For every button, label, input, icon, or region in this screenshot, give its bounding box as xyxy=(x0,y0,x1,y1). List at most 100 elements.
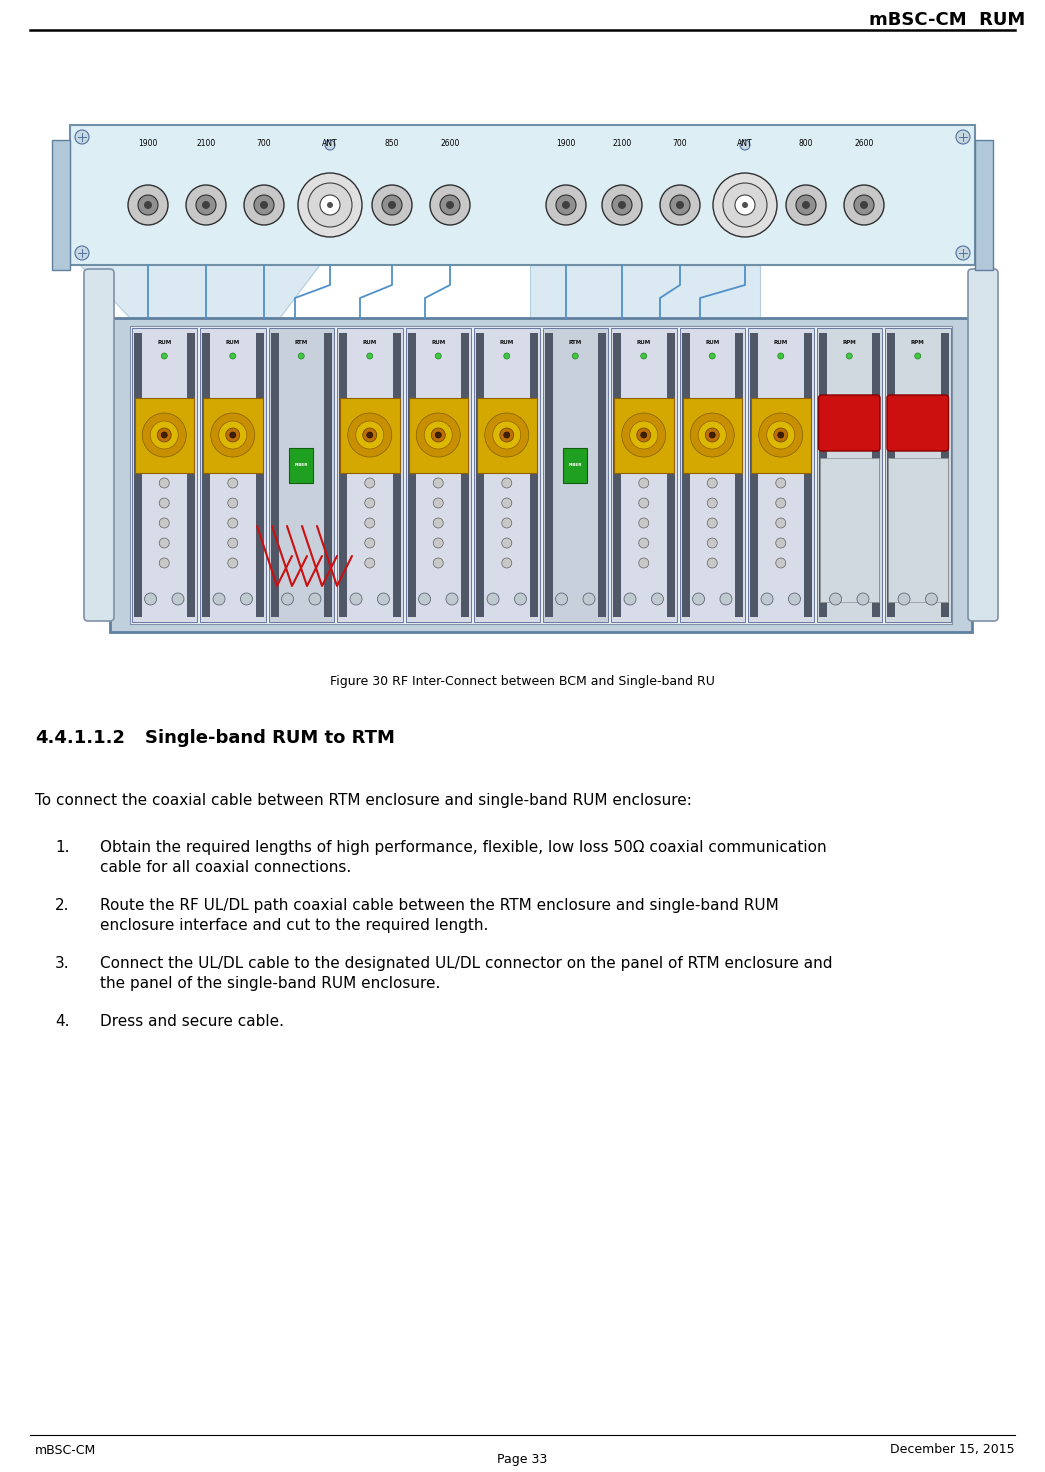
Circle shape xyxy=(710,431,715,439)
Circle shape xyxy=(159,537,169,548)
Text: RUM: RUM xyxy=(226,340,240,346)
Circle shape xyxy=(556,194,576,215)
Circle shape xyxy=(846,353,853,359)
Text: 4.4.1.1.2: 4.4.1.1.2 xyxy=(34,729,125,746)
Text: 1.: 1. xyxy=(55,841,70,855)
FancyBboxPatch shape xyxy=(613,333,621,617)
Circle shape xyxy=(348,414,392,456)
Text: 700: 700 xyxy=(673,138,688,147)
Text: RUM: RUM xyxy=(432,340,445,346)
Text: 850: 850 xyxy=(385,138,399,147)
Text: RUM: RUM xyxy=(500,340,514,346)
Circle shape xyxy=(218,421,247,449)
FancyBboxPatch shape xyxy=(735,333,743,617)
Circle shape xyxy=(228,518,238,528)
Text: 2.: 2. xyxy=(55,898,70,913)
Circle shape xyxy=(327,202,333,208)
Circle shape xyxy=(363,428,377,442)
FancyBboxPatch shape xyxy=(682,397,742,473)
Circle shape xyxy=(377,593,390,605)
Text: ANT: ANT xyxy=(322,138,338,147)
Circle shape xyxy=(436,353,441,359)
Circle shape xyxy=(228,478,238,489)
Circle shape xyxy=(775,498,786,508)
Circle shape xyxy=(350,593,362,605)
Circle shape xyxy=(761,593,773,605)
FancyBboxPatch shape xyxy=(135,397,194,473)
FancyBboxPatch shape xyxy=(130,325,952,624)
Text: 3.: 3. xyxy=(55,955,70,972)
Text: RUM: RUM xyxy=(636,340,651,346)
FancyBboxPatch shape xyxy=(187,333,195,617)
Circle shape xyxy=(228,537,238,548)
Circle shape xyxy=(424,421,452,449)
FancyBboxPatch shape xyxy=(255,333,263,617)
Circle shape xyxy=(150,421,179,449)
FancyBboxPatch shape xyxy=(203,397,262,473)
Circle shape xyxy=(230,431,236,439)
Circle shape xyxy=(502,478,512,489)
Circle shape xyxy=(676,202,684,209)
FancyBboxPatch shape xyxy=(336,328,402,623)
Circle shape xyxy=(638,478,649,489)
Text: RTM: RTM xyxy=(568,340,582,346)
Circle shape xyxy=(502,558,512,568)
Circle shape xyxy=(775,558,786,568)
Text: RUM: RUM xyxy=(363,340,377,346)
Circle shape xyxy=(202,202,210,209)
Text: RUM: RUM xyxy=(157,340,171,346)
FancyBboxPatch shape xyxy=(409,397,468,473)
Circle shape xyxy=(429,185,470,225)
FancyBboxPatch shape xyxy=(200,328,265,623)
Circle shape xyxy=(161,431,167,439)
Text: RUM: RUM xyxy=(773,340,788,346)
Circle shape xyxy=(159,498,169,508)
Circle shape xyxy=(196,194,216,215)
Text: 1900: 1900 xyxy=(138,138,158,147)
Circle shape xyxy=(641,431,647,439)
Circle shape xyxy=(434,537,443,548)
FancyBboxPatch shape xyxy=(940,333,949,617)
Circle shape xyxy=(857,593,869,605)
Text: cable for all coaxial connections.: cable for all coaxial connections. xyxy=(100,860,351,874)
FancyBboxPatch shape xyxy=(530,333,537,617)
Text: mBSC-CM  RUM: mBSC-CM RUM xyxy=(868,10,1025,29)
Text: Connect the UL/DL cable to the designated UL/DL connector on the panel of RTM en: Connect the UL/DL cable to the designate… xyxy=(100,955,833,972)
Circle shape xyxy=(767,421,795,449)
Circle shape xyxy=(504,353,510,359)
Circle shape xyxy=(144,593,157,605)
Text: Route the RF UL/DL path coaxial cable between the RTM enclosure and single-band : Route the RF UL/DL path coaxial cable be… xyxy=(100,898,779,913)
Text: 2600: 2600 xyxy=(855,138,874,147)
Circle shape xyxy=(504,431,510,439)
Circle shape xyxy=(914,353,921,359)
Text: 2100: 2100 xyxy=(196,138,215,147)
FancyBboxPatch shape xyxy=(269,328,334,623)
Circle shape xyxy=(159,558,169,568)
FancyBboxPatch shape xyxy=(340,397,399,473)
FancyBboxPatch shape xyxy=(888,458,948,602)
Circle shape xyxy=(707,478,717,489)
Circle shape xyxy=(320,194,340,215)
Circle shape xyxy=(710,353,715,359)
FancyBboxPatch shape xyxy=(474,328,539,623)
Circle shape xyxy=(142,414,186,456)
Circle shape xyxy=(638,537,649,548)
Circle shape xyxy=(898,593,910,605)
FancyBboxPatch shape xyxy=(872,333,880,617)
Text: FIBER: FIBER xyxy=(568,464,582,467)
FancyBboxPatch shape xyxy=(885,328,951,623)
Text: ANT: ANT xyxy=(737,138,752,147)
Circle shape xyxy=(434,518,443,528)
FancyBboxPatch shape xyxy=(84,269,114,621)
Circle shape xyxy=(583,593,595,605)
FancyBboxPatch shape xyxy=(748,328,813,623)
Circle shape xyxy=(243,185,284,225)
Circle shape xyxy=(230,353,236,359)
FancyBboxPatch shape xyxy=(598,333,606,617)
Circle shape xyxy=(638,558,649,568)
FancyBboxPatch shape xyxy=(202,333,210,617)
Circle shape xyxy=(211,414,255,456)
Circle shape xyxy=(367,431,373,439)
Text: 2600: 2600 xyxy=(440,138,460,147)
Text: 1900: 1900 xyxy=(556,138,576,147)
